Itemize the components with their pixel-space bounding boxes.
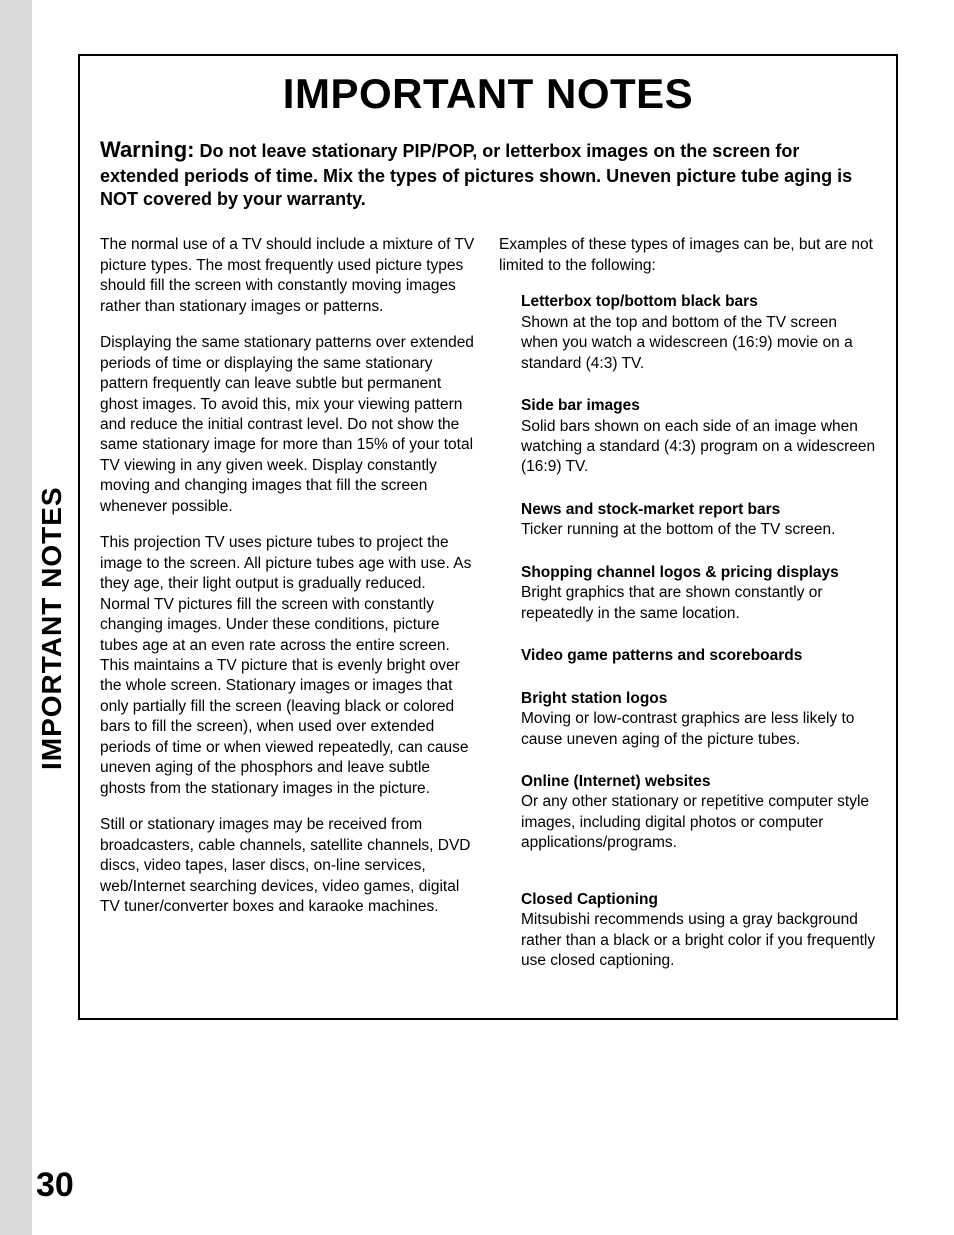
examples-intro: Examples of these types of images can be… bbox=[499, 235, 876, 276]
example-desc: Mitsubishi recommends using a gray backg… bbox=[521, 911, 875, 969]
example-item: Letterbox top/bottom black bars Shown at… bbox=[499, 292, 876, 374]
example-desc: Shown at the top and bottom of the TV sc… bbox=[521, 314, 853, 372]
example-item: Bright station logos Moving or low-contr… bbox=[499, 689, 876, 750]
left-column: The normal use of a TV should include a … bbox=[100, 235, 477, 993]
example-title: Letterbox top/bottom black bars bbox=[521, 293, 758, 310]
example-item: Shopping channel logos & pricing display… bbox=[499, 563, 876, 624]
example-title: Side bar images bbox=[521, 397, 640, 414]
example-item: News and stock-market report bars Ticker… bbox=[499, 500, 876, 541]
example-title: Online (Internet) websites bbox=[521, 773, 710, 790]
page-title: IMPORTANT NOTES bbox=[100, 70, 876, 118]
body-paragraph: Still or stationary images may be receiv… bbox=[100, 815, 477, 917]
margin-gray-bar bbox=[0, 0, 32, 1235]
example-desc: Ticker running at the bottom of the TV s… bbox=[521, 521, 835, 538]
example-title: News and stock-market report bars bbox=[521, 501, 780, 518]
example-item: Video game patterns and scoreboards bbox=[499, 646, 876, 666]
right-column: Examples of these types of images can be… bbox=[499, 235, 876, 993]
page: IMPORTANT NOTES 30 IMPORTANT NOTES Warni… bbox=[0, 0, 954, 1235]
example-title: Shopping channel logos & pricing display… bbox=[521, 564, 839, 581]
tv-icon bbox=[499, 774, 513, 785]
example-title: Video game patterns and scoreboards bbox=[521, 647, 802, 664]
warning-text: Do not leave stationary PIP/POP, or lett… bbox=[100, 141, 852, 209]
warning-paragraph: Warning: Do not leave stationary PIP/POP… bbox=[100, 136, 876, 211]
warning-label: Warning: bbox=[100, 137, 195, 162]
example-item: Side bar images Solid bars shown on each… bbox=[499, 396, 876, 478]
example-desc: Moving or low-contrast graphics are less… bbox=[521, 710, 854, 747]
example-item: Online (Internet) websites Or any other … bbox=[499, 772, 876, 854]
example-desc: Bright graphics that are shown constantl… bbox=[521, 584, 823, 621]
tv-icon bbox=[499, 398, 513, 409]
tv-icon bbox=[499, 691, 513, 702]
example-title: Bright station logos bbox=[521, 690, 667, 707]
tv-icon bbox=[499, 502, 513, 513]
tv-icon bbox=[499, 648, 513, 659]
tv-icon bbox=[499, 294, 513, 305]
content-box: IMPORTANT NOTES Warning: Do not leave st… bbox=[78, 54, 898, 1020]
example-desc: Solid bars shown on each side of an imag… bbox=[521, 418, 875, 476]
example-item: Closed Captioning Mitsubishi recommends … bbox=[499, 890, 876, 972]
body-paragraph: The normal use of a TV should include a … bbox=[100, 235, 477, 317]
tv-icon bbox=[499, 892, 513, 903]
example-desc: Or any other stationary or repetitive co… bbox=[521, 793, 869, 851]
tv-icon bbox=[499, 565, 513, 576]
example-title: Closed Captioning bbox=[521, 891, 658, 908]
page-number: 30 bbox=[36, 1166, 74, 1205]
side-section-label: IMPORTANT NOTES bbox=[36, 486, 68, 770]
two-column-body: The normal use of a TV should include a … bbox=[100, 235, 876, 993]
body-paragraph: Displaying the same stationary patterns … bbox=[100, 333, 477, 517]
body-paragraph: This projection TV uses picture tubes to… bbox=[100, 533, 477, 799]
